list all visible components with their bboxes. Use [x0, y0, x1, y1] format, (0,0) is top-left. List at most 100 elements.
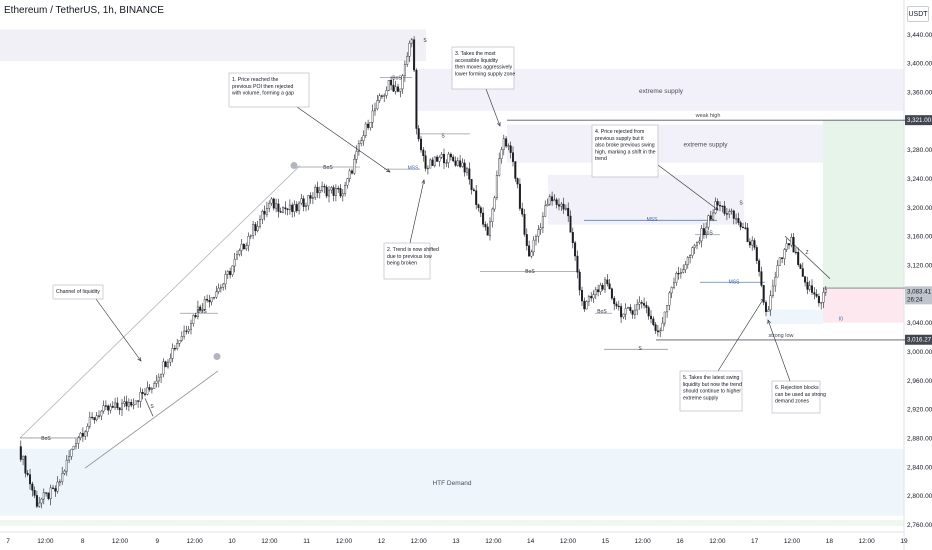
candle-body: [204, 299, 206, 309]
structure-label: BoS: [525, 269, 535, 275]
candle-body: [317, 187, 319, 193]
x-tick-label: 12:00: [709, 538, 726, 545]
candle-body: [411, 40, 413, 44]
candle-body: [455, 161, 457, 166]
candle-body: [505, 139, 507, 146]
candle-body: [344, 185, 346, 193]
candle-body: [41, 499, 43, 503]
candle-body: [510, 146, 512, 153]
candle-body: [170, 358, 172, 362]
candle-body: [423, 150, 425, 156]
candle-body: [655, 325, 657, 331]
candle-body: [156, 381, 158, 383]
candle-body: [809, 286, 811, 290]
candle-body: [473, 190, 475, 191]
candle-body: [206, 299, 208, 300]
candle-body: [216, 292, 218, 298]
candle-body: [98, 416, 100, 417]
candle-body: [540, 228, 542, 230]
candle-body: [786, 243, 788, 249]
candle-body: [538, 230, 540, 237]
candle-body: [298, 203, 300, 211]
candle-body: [685, 265, 687, 270]
candle-body: [183, 331, 185, 336]
candle-body: [446, 163, 448, 164]
candle-body: [107, 406, 109, 411]
candle-body: [89, 417, 91, 426]
candle-body: [425, 156, 427, 169]
candle-body: [289, 205, 291, 209]
annotation-text: 4. Price rejected from: [595, 129, 644, 135]
structure-label: MSS: [647, 217, 659, 223]
x-tick-label: 17: [751, 538, 759, 545]
candle-body: [335, 188, 337, 195]
y-tick-label: 2,760.00: [907, 522, 932, 529]
candle-body: [781, 258, 783, 259]
candle-body: [124, 402, 126, 404]
candle-body: [607, 280, 609, 284]
candle-body: [563, 204, 565, 209]
candle-body: [673, 283, 675, 288]
candle-body: [618, 306, 620, 307]
candle-body: [331, 188, 333, 191]
candle-body: [195, 315, 197, 316]
candle-body: [133, 404, 135, 405]
candle-body: [772, 286, 774, 296]
candle-body: [726, 214, 728, 215]
candle-body: [305, 206, 307, 207]
candle-body: [443, 154, 445, 163]
candle-body: [397, 87, 399, 92]
candle-body: [349, 171, 351, 179]
candle-body: [273, 199, 275, 208]
candle-body: [496, 175, 498, 198]
candle-body: [59, 482, 61, 483]
annotation-text: with volume, forming a gap: [232, 91, 294, 97]
candle-body: [291, 205, 293, 212]
x-tick-label: 8: [81, 538, 85, 545]
candle-body: [190, 324, 192, 330]
candle-body: [402, 76, 404, 89]
annotation-arrow: [410, 180, 424, 243]
candle-body: [319, 190, 321, 193]
candle-body: [340, 188, 342, 196]
candle-body: [439, 157, 441, 161]
zone-rect: [823, 288, 904, 323]
candle-body: [572, 232, 574, 243]
candle-body: [248, 236, 250, 245]
candle-body: [312, 198, 314, 199]
candle-body: [625, 308, 627, 314]
candle-body: [181, 336, 183, 340]
candle-body: [650, 316, 652, 319]
candle-body: [354, 159, 356, 173]
annotation-text: being broken: [387, 261, 417, 267]
annotation-text: demand zones: [775, 399, 809, 405]
candle-body: [756, 247, 758, 260]
candle-body: [595, 290, 597, 295]
candle-body: [657, 331, 659, 332]
x-tick-label: 12:00: [261, 538, 278, 545]
candle-body: [140, 392, 142, 401]
candle-body: [363, 136, 365, 141]
annotation-arrow: [297, 107, 390, 172]
candle-body: [209, 300, 211, 302]
candle-body: [586, 301, 588, 309]
annotation-text: 2. Trend is now shifted: [387, 247, 439, 253]
candle-body: [179, 340, 181, 343]
x-tick-label: 16: [676, 538, 684, 545]
x-tick-label: 12:00: [411, 538, 428, 545]
candle-body: [480, 208, 482, 213]
candle-body: [733, 211, 735, 219]
candle-body: [372, 111, 374, 122]
candle-body: [779, 258, 781, 266]
candle-body: [653, 319, 655, 325]
x-tick-label: 12:00: [112, 538, 129, 545]
candle-body: [724, 206, 726, 213]
annotation-text: trend: [595, 156, 607, 162]
candle-body: [731, 211, 733, 212]
candle-body: [243, 244, 245, 249]
candle-body: [130, 402, 132, 405]
candle-body: [239, 251, 241, 255]
x-tick-label: 19: [900, 538, 908, 545]
